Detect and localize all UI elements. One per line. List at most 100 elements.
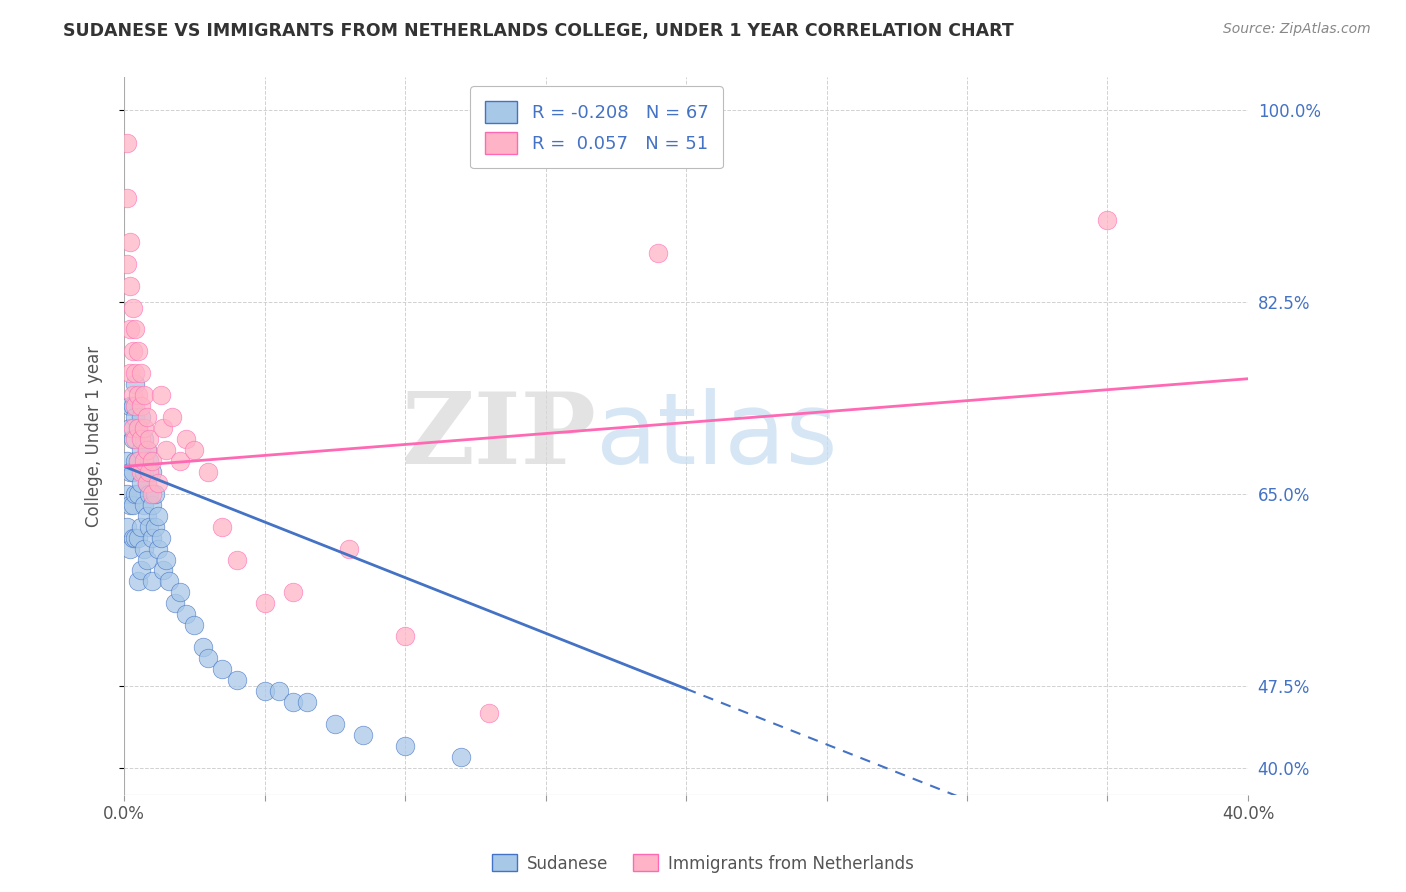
Point bbox=[253, 596, 276, 610]
Point bbox=[121, 421, 143, 435]
Point bbox=[253, 684, 276, 698]
Point bbox=[146, 475, 169, 490]
Text: SUDANESE VS IMMIGRANTS FROM NETHERLANDS COLLEGE, UNDER 1 YEAR CORRELATION CHART: SUDANESE VS IMMIGRANTS FROM NETHERLANDS … bbox=[63, 22, 1014, 40]
Point bbox=[129, 475, 152, 490]
Point bbox=[152, 564, 174, 578]
Point bbox=[132, 541, 155, 556]
Point bbox=[132, 388, 155, 402]
Point bbox=[132, 432, 155, 446]
Point bbox=[141, 454, 163, 468]
Point bbox=[124, 377, 146, 392]
Legend: Sudanese, Immigrants from Netherlands: Sudanese, Immigrants from Netherlands bbox=[485, 847, 921, 880]
Point bbox=[124, 322, 146, 336]
Point bbox=[127, 388, 149, 402]
Point bbox=[124, 399, 146, 413]
Point bbox=[183, 618, 205, 632]
Point bbox=[118, 366, 141, 380]
Point bbox=[127, 344, 149, 359]
Point bbox=[129, 410, 152, 425]
Y-axis label: College, Under 1 year: College, Under 1 year bbox=[86, 346, 103, 527]
Point bbox=[115, 191, 138, 205]
Point bbox=[155, 552, 177, 566]
Point bbox=[135, 442, 157, 457]
Point bbox=[138, 454, 160, 468]
Point bbox=[478, 706, 501, 720]
Point bbox=[138, 432, 160, 446]
Point bbox=[132, 498, 155, 512]
Point bbox=[149, 531, 172, 545]
Point bbox=[129, 366, 152, 380]
Point bbox=[143, 487, 166, 501]
Point bbox=[118, 278, 141, 293]
Point bbox=[121, 399, 143, 413]
Point bbox=[127, 454, 149, 468]
Point bbox=[394, 629, 416, 643]
Point bbox=[295, 695, 318, 709]
Point bbox=[155, 442, 177, 457]
Point bbox=[124, 366, 146, 380]
Point bbox=[267, 684, 290, 698]
Point bbox=[118, 465, 141, 479]
Point bbox=[152, 421, 174, 435]
Point bbox=[647, 245, 669, 260]
Text: ZIP: ZIP bbox=[401, 388, 596, 484]
Point bbox=[146, 541, 169, 556]
Point bbox=[281, 585, 304, 599]
Legend: R = -0.208   N = 67, R =  0.057   N = 51: R = -0.208 N = 67, R = 0.057 N = 51 bbox=[471, 87, 723, 169]
Point bbox=[146, 508, 169, 523]
Point bbox=[127, 574, 149, 589]
Point bbox=[135, 552, 157, 566]
Point bbox=[323, 716, 346, 731]
Point bbox=[163, 596, 186, 610]
Point bbox=[115, 454, 138, 468]
Point bbox=[118, 399, 141, 413]
Point bbox=[127, 454, 149, 468]
Point bbox=[174, 607, 197, 622]
Point bbox=[127, 487, 149, 501]
Point bbox=[149, 388, 172, 402]
Point bbox=[127, 421, 149, 435]
Point bbox=[157, 574, 180, 589]
Point bbox=[124, 531, 146, 545]
Point bbox=[141, 465, 163, 479]
Point bbox=[118, 421, 141, 435]
Point bbox=[337, 541, 360, 556]
Point bbox=[281, 695, 304, 709]
Point bbox=[124, 487, 146, 501]
Point bbox=[138, 465, 160, 479]
Point bbox=[121, 388, 143, 402]
Point bbox=[197, 465, 219, 479]
Point bbox=[138, 487, 160, 501]
Point bbox=[135, 475, 157, 490]
Point bbox=[121, 344, 143, 359]
Text: Source: ZipAtlas.com: Source: ZipAtlas.com bbox=[1223, 22, 1371, 37]
Point bbox=[135, 442, 157, 457]
Point bbox=[225, 552, 247, 566]
Point bbox=[143, 519, 166, 533]
Point bbox=[225, 673, 247, 687]
Point bbox=[135, 508, 157, 523]
Point bbox=[124, 454, 146, 468]
Point bbox=[121, 498, 143, 512]
Point bbox=[132, 421, 155, 435]
Point bbox=[138, 519, 160, 533]
Point bbox=[121, 531, 143, 545]
Point bbox=[183, 442, 205, 457]
Point bbox=[141, 498, 163, 512]
Point bbox=[127, 531, 149, 545]
Point bbox=[129, 432, 152, 446]
Text: atlas: atlas bbox=[596, 388, 838, 484]
Point bbox=[191, 640, 214, 655]
Point bbox=[124, 410, 146, 425]
Point bbox=[124, 432, 146, 446]
Point bbox=[141, 531, 163, 545]
Point bbox=[121, 465, 143, 479]
Point bbox=[1097, 212, 1119, 227]
Point bbox=[129, 399, 152, 413]
Point bbox=[160, 410, 183, 425]
Point bbox=[118, 498, 141, 512]
Point bbox=[115, 257, 138, 271]
Point bbox=[169, 585, 191, 599]
Point bbox=[174, 432, 197, 446]
Point bbox=[118, 541, 141, 556]
